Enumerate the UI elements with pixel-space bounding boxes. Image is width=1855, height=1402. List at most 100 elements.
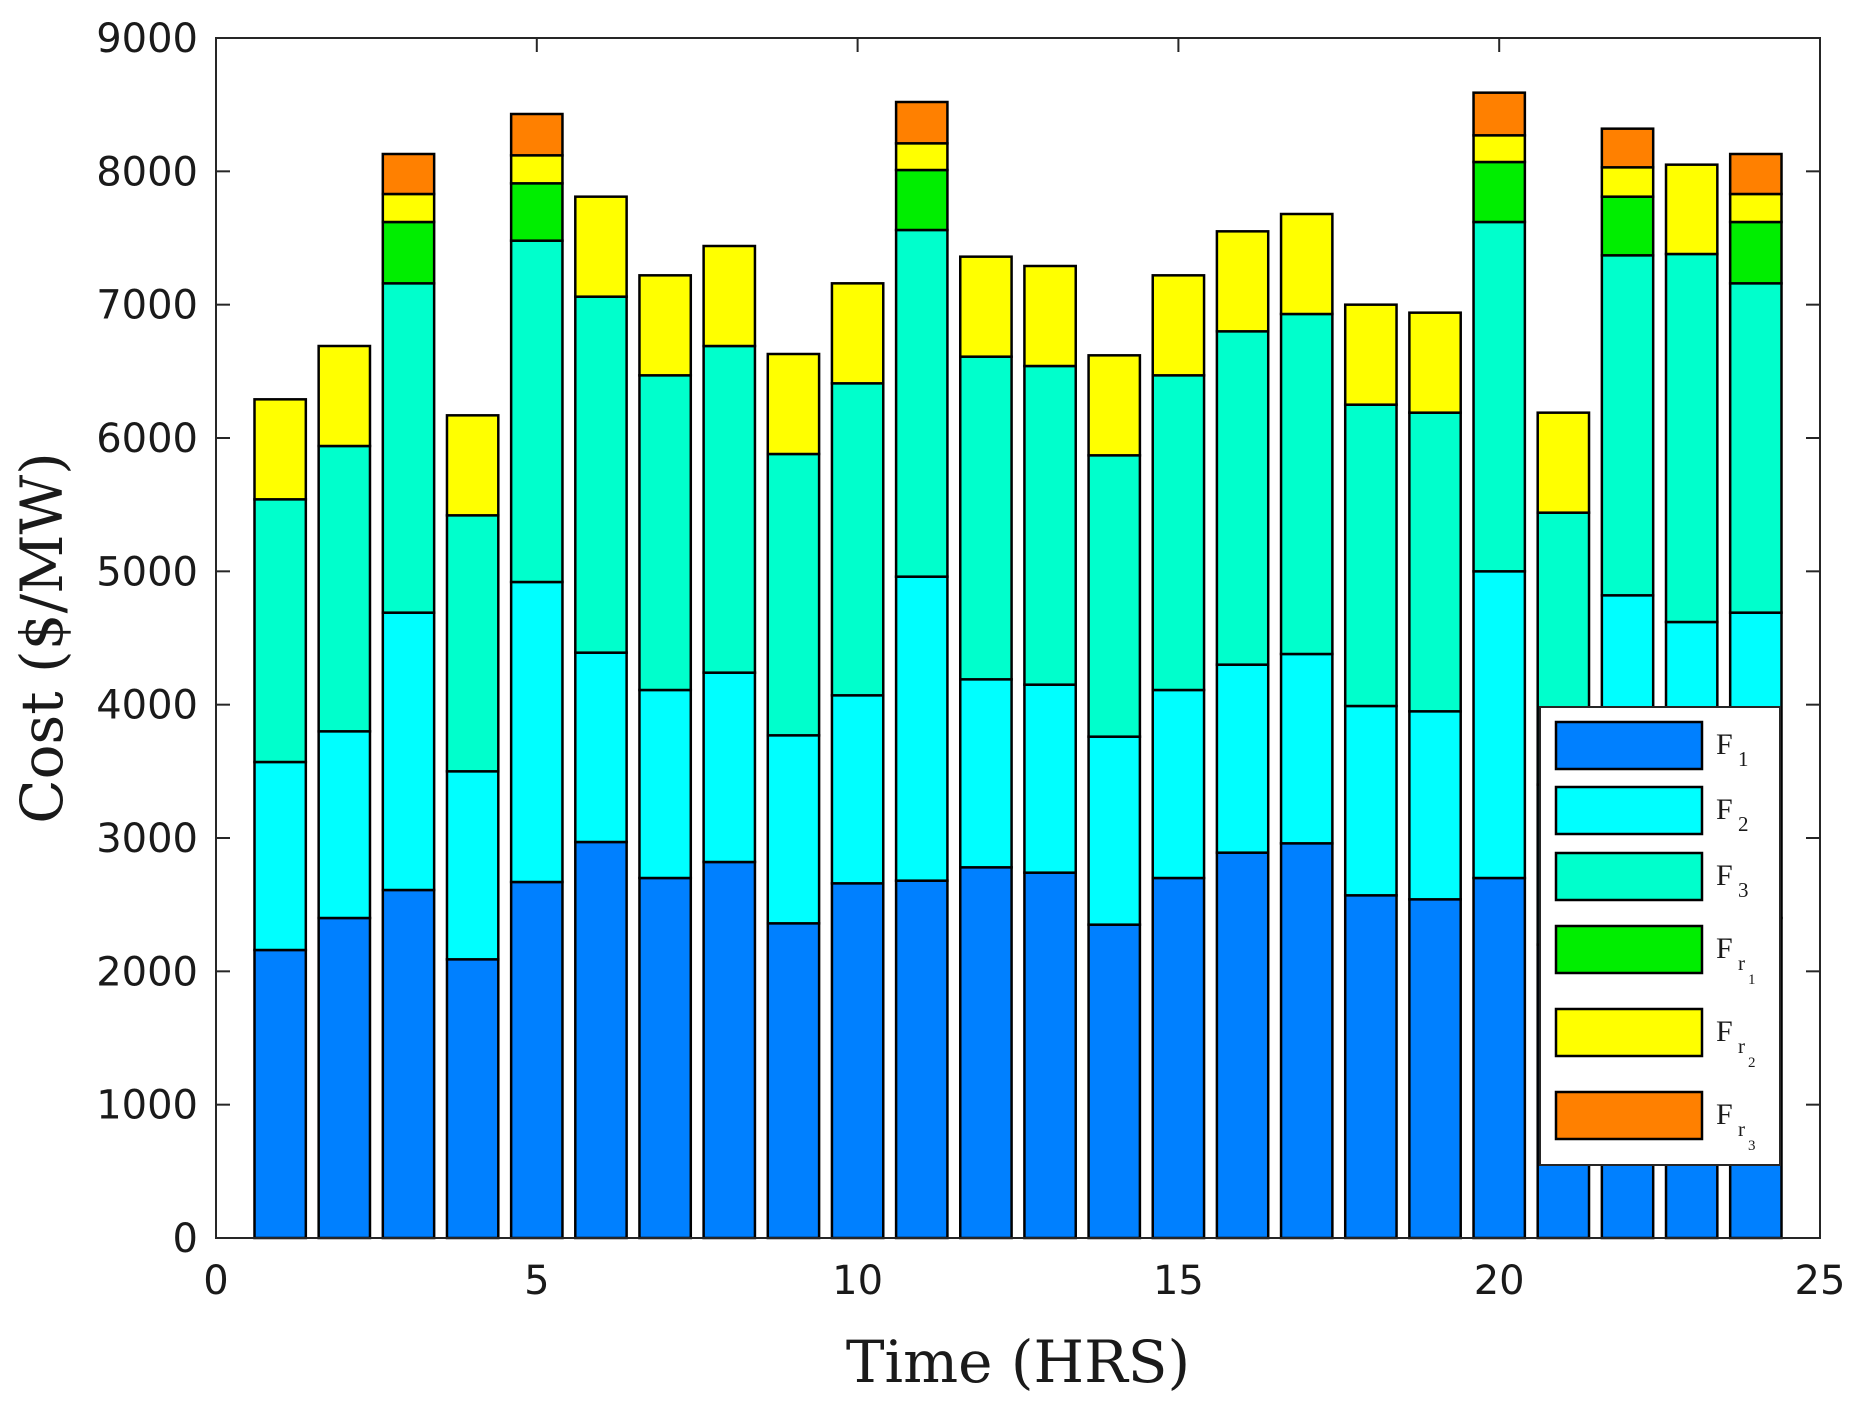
bar-F2-hour-18 <box>1343 704 1398 897</box>
bar-F2-hour-7 <box>638 688 693 880</box>
bar-F3-hour-18 <box>1343 403 1398 708</box>
bar-Fr2-hour-8 <box>702 244 757 348</box>
bar-F2-hour-13 <box>1023 683 1077 874</box>
bar-Fr2-hour-20 <box>1472 134 1527 164</box>
x-axis-title: Time (HRS) <box>846 1328 1190 1396</box>
legend-label-F2: F <box>1716 793 1733 826</box>
legend-swatch-Fr2 <box>1554 1007 1704 1058</box>
bar-F3-hour-5 <box>509 239 564 584</box>
bar-Fr1-hour-11 <box>894 168 949 232</box>
legend-subsubscript-Fr2: 2 <box>1748 1055 1756 1071</box>
bar-Fr3-hour-11 <box>894 100 949 145</box>
bar-F1-hour-13 <box>1023 871 1077 1240</box>
x-tick-label: 15 <box>1153 1258 1204 1304</box>
legend-swatch-F1 <box>1554 720 1704 771</box>
bar-Fr2-hour-19 <box>1408 311 1462 414</box>
bar-F3-hour-15 <box>1151 374 1206 692</box>
bar-F1-hour-14 <box>1087 923 1142 1240</box>
bar-F3-hour-12 <box>959 355 1013 681</box>
bar-F1-hour-7 <box>638 876 693 1240</box>
bar-F3-hour-7 <box>638 374 693 692</box>
bar-F1-hour-15 <box>1151 876 1206 1240</box>
legend-label-Fr1: F <box>1716 932 1733 965</box>
bar-Fr2-hour-12 <box>959 255 1013 358</box>
bar-F3-hour-3 <box>381 282 436 614</box>
bar-F1-hour-11 <box>894 879 949 1240</box>
bar-F2-hour-5 <box>509 580 564 884</box>
bar-Fr2-hour-1 <box>253 398 308 501</box>
bar-F3-hour-13 <box>1023 364 1077 686</box>
bar-Fr1-hour-24 <box>1728 220 1783 285</box>
bar-Fr2-hour-22 <box>1600 166 1655 198</box>
bar-F1-hour-1 <box>253 948 308 1240</box>
bar-F2-hour-12 <box>959 678 1013 869</box>
bar-F1-hour-3 <box>381 888 436 1240</box>
bar-F2-hour-3 <box>381 611 436 892</box>
bar-F2-hour-10 <box>830 694 885 885</box>
bar-Fr2-hour-6 <box>574 195 628 298</box>
x-tick-label: 10 <box>832 1258 883 1304</box>
bar-F2-hour-2 <box>317 730 372 920</box>
legend-swatch-F3 <box>1554 851 1704 902</box>
bar-F2-hour-16 <box>1215 663 1270 854</box>
legend-subscript-F1: 1 <box>1738 747 1749 771</box>
plot-frame <box>215 37 1821 1239</box>
y-tick-label: 5000 <box>96 549 198 595</box>
bar-F3-hour-4 <box>445 514 500 773</box>
bar-F3-hour-22 <box>1600 254 1655 597</box>
legend-subscript-Fr3: r <box>1738 1117 1745 1141</box>
bar-Fr1-hour-20 <box>1472 160 1527 224</box>
bar-Fr3-hour-22 <box>1600 127 1655 169</box>
bar-Fr1-hour-22 <box>1600 195 1655 257</box>
bar-Fr2-hour-24 <box>1728 192 1783 224</box>
bar-F1-hour-17 <box>1279 842 1334 1240</box>
bar-F3-hour-17 <box>1279 312 1334 656</box>
bar-Fr2-hour-21 <box>1536 411 1591 514</box>
x-tick-label: 25 <box>1795 1258 1846 1304</box>
legend-subscript-Fr1: r <box>1738 951 1745 975</box>
bar-F3-hour-1 <box>253 498 308 764</box>
y-tick-label: 7000 <box>96 283 198 329</box>
legend-swatch-Fr3 <box>1554 1090 1704 1141</box>
y-tick-label: 4000 <box>96 683 198 729</box>
bar-Fr2-hour-4 <box>445 414 500 517</box>
bar-Fr2-hour-23 <box>1664 163 1719 256</box>
bar-F2-hour-6 <box>574 651 628 844</box>
bar-Fr2-hour-7 <box>638 274 693 377</box>
bar-Fr2-hour-14 <box>1087 354 1142 457</box>
bar-F2-hour-9 <box>766 734 821 925</box>
bar-F1-hour-18 <box>1343 894 1398 1240</box>
legend-subscript-F3: 3 <box>1738 878 1749 902</box>
bar-F1-hour-9 <box>766 922 821 1240</box>
y-tick-label: 0 <box>173 1216 198 1262</box>
legend-label-Fr3: F <box>1716 1098 1733 1131</box>
bar-F1-hour-8 <box>702 860 757 1240</box>
y-tick-label: 1000 <box>96 1083 198 1129</box>
bar-Fr2-hour-5 <box>509 154 564 185</box>
bar-Fr1-hour-5 <box>509 182 564 242</box>
bar-F1-hour-19 <box>1408 898 1462 1240</box>
bar-F1-hour-16 <box>1215 851 1270 1240</box>
bar-F2-hour-8 <box>702 671 757 864</box>
y-tick-label: 8000 <box>96 149 198 195</box>
bar-Fr2-hour-16 <box>1215 230 1270 333</box>
bar-F3-hour-14 <box>1087 454 1142 738</box>
bar-Fr2-hour-3 <box>381 192 436 224</box>
bar-F3-hour-24 <box>1728 282 1783 614</box>
legend-subscript-Fr2: r <box>1738 1034 1745 1058</box>
bar-F3-hour-20 <box>1472 220 1527 573</box>
bar-Fr2-hour-18 <box>1343 303 1398 406</box>
bar-F1-hour-10 <box>830 882 885 1240</box>
bar-F1-hour-4 <box>445 958 500 1240</box>
x-tick-label: 0 <box>203 1258 228 1304</box>
legend-label-F1: F <box>1716 728 1733 761</box>
bar-F1-hour-5 <box>509 880 564 1240</box>
bar-Fr2-hour-15 <box>1151 274 1206 377</box>
bar-F2-hour-20 <box>1472 570 1527 880</box>
bar-F2-hour-17 <box>1279 652 1334 845</box>
bar-F2-hour-1 <box>253 760 308 952</box>
bar-Fr3-hour-5 <box>509 112 564 157</box>
y-axis-title: Cost ($/MW) <box>8 452 76 824</box>
